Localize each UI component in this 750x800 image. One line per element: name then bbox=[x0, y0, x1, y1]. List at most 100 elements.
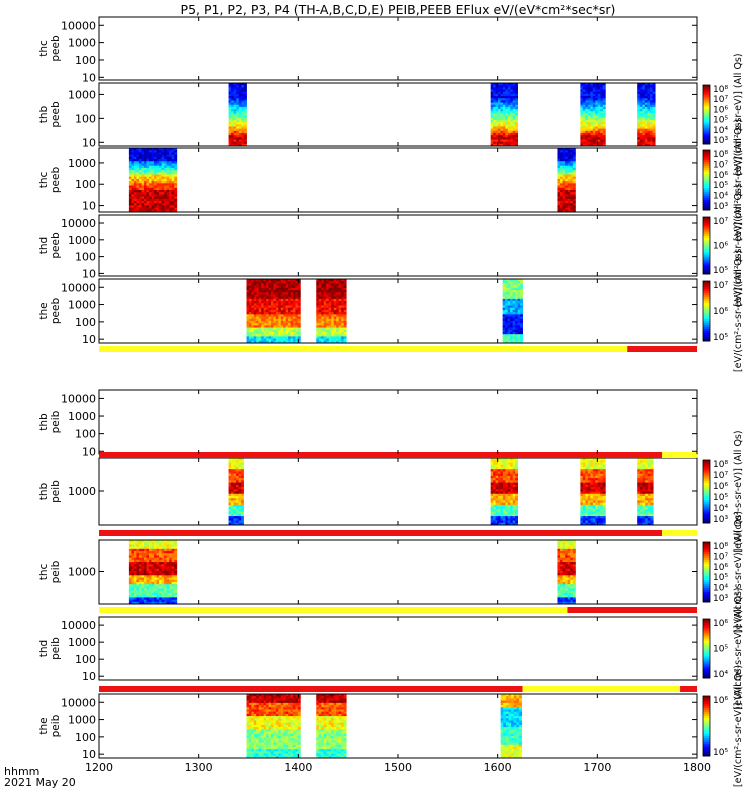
spectrogram-cell bbox=[171, 205, 175, 208]
spectrogram-cell bbox=[637, 117, 641, 121]
spectrogram-cell bbox=[141, 546, 145, 550]
spectrogram-cell bbox=[161, 599, 165, 603]
spectrogram-cell bbox=[273, 292, 277, 295]
spectrogram-cell bbox=[149, 207, 152, 211]
spectrogram-cell bbox=[149, 584, 152, 587]
spectrogram-cell bbox=[517, 334, 521, 337]
spectrogram-cell bbox=[505, 292, 509, 295]
spectrogram-cell bbox=[270, 316, 274, 320]
spectrogram-cell bbox=[246, 283, 250, 287]
spectrogram-cell bbox=[146, 566, 150, 570]
spectrogram-cell bbox=[128, 159, 132, 162]
spectrogram-cell bbox=[597, 513, 601, 517]
spectrogram-cell bbox=[507, 122, 511, 125]
spectrogram-cell bbox=[557, 597, 561, 600]
spectrogram-cell bbox=[580, 522, 584, 526]
spectrogram-cell bbox=[507, 475, 511, 479]
spectrogram-cell bbox=[151, 194, 155, 197]
spectrogram-cell bbox=[321, 336, 325, 339]
y-tick-label: 10 bbox=[82, 333, 96, 346]
spectrogram-cell bbox=[592, 113, 596, 116]
spectrogram-cell bbox=[493, 460, 496, 463]
spectrogram-cell bbox=[602, 143, 606, 147]
spectrogram-cell bbox=[650, 128, 653, 132]
spectrogram-cell bbox=[253, 279, 257, 282]
spectrogram-cell bbox=[637, 478, 641, 481]
spectrogram-cell bbox=[149, 557, 152, 561]
spectrogram-cell bbox=[156, 194, 160, 197]
spectrogram-cell bbox=[507, 104, 511, 108]
spectrogram-cell bbox=[295, 285, 299, 289]
spectrogram-cell bbox=[650, 518, 654, 521]
spectrogram-cell bbox=[154, 176, 157, 180]
colorbar-tick-label: 10⁸ bbox=[713, 460, 728, 470]
spectrogram-cell bbox=[228, 504, 232, 508]
spectrogram-cell bbox=[159, 542, 163, 545]
spectrogram-cell bbox=[273, 334, 277, 337]
spectrogram-cell bbox=[251, 318, 255, 322]
spectrogram-cell bbox=[517, 281, 521, 284]
spectrogram-cell bbox=[512, 516, 516, 519]
spectrogram-cell bbox=[288, 283, 291, 287]
spectrogram-cell bbox=[333, 285, 337, 289]
spectrogram-cell bbox=[159, 156, 163, 160]
spectrogram-cell bbox=[570, 156, 574, 160]
spectrogram-cell bbox=[502, 325, 506, 328]
spectrogram-cell bbox=[600, 132, 604, 136]
spectrogram-cell bbox=[602, 471, 606, 475]
spectrogram-cell bbox=[597, 482, 601, 486]
spectrogram-cell bbox=[128, 176, 132, 180]
spectrogram-cell bbox=[233, 89, 237, 93]
spectrogram-cell bbox=[256, 314, 260, 317]
spectrogram-cell bbox=[565, 176, 569, 180]
spectrogram-cell bbox=[270, 303, 274, 306]
spectrogram-cell bbox=[159, 546, 163, 550]
spectrogram-cell bbox=[585, 520, 589, 524]
spectrogram-cell bbox=[144, 564, 147, 567]
spectrogram-cell bbox=[169, 159, 173, 162]
spectrogram-cell bbox=[278, 281, 282, 284]
spectrogram-cell bbox=[283, 301, 287, 304]
spectrogram-cell bbox=[231, 458, 234, 461]
spectrogram-cell bbox=[498, 478, 501, 481]
spectrogram-cell bbox=[560, 584, 563, 587]
spectrogram-cell bbox=[500, 96, 504, 99]
spectrogram-cell bbox=[510, 312, 514, 315]
spectrogram-cell bbox=[326, 305, 330, 309]
spectrogram-cell bbox=[637, 462, 641, 466]
spectrogram-cell bbox=[146, 601, 150, 605]
spectrogram-cell bbox=[597, 471, 601, 475]
spectrogram-cell bbox=[231, 471, 234, 475]
spectrogram-cell bbox=[231, 520, 234, 524]
spectrogram-cell bbox=[493, 104, 496, 108]
spectrogram-cell bbox=[138, 555, 142, 559]
spectrogram-cell bbox=[228, 126, 232, 130]
spectrogram-cell bbox=[637, 464, 641, 468]
spectrogram-cell bbox=[151, 183, 155, 186]
spectrogram-cell bbox=[248, 283, 252, 287]
spectrogram-cell bbox=[585, 484, 589, 488]
spectrogram-cell bbox=[647, 87, 651, 90]
spectrogram-cell bbox=[166, 564, 170, 567]
spectrogram-cell bbox=[587, 504, 591, 508]
colorbar-tick-label: 10⁷ bbox=[713, 95, 728, 105]
spectrogram-cell bbox=[283, 296, 287, 300]
spectrogram-cell bbox=[316, 305, 320, 309]
spectrogram-cell bbox=[592, 87, 596, 90]
spectrogram-cell bbox=[495, 487, 499, 490]
spectrogram-cell bbox=[228, 85, 232, 88]
spectrogram-cell bbox=[292, 283, 296, 287]
spectrogram-cell bbox=[268, 292, 272, 295]
spectrogram-cell bbox=[128, 573, 132, 576]
colorbar-swatch bbox=[703, 200, 710, 203]
spectrogram-cell bbox=[582, 93, 586, 97]
spectrogram-cell bbox=[570, 570, 574, 574]
spectrogram-cell bbox=[498, 124, 501, 127]
spectrogram-cell bbox=[585, 511, 589, 515]
spectrogram-cell bbox=[278, 340, 282, 344]
spectrogram-cell bbox=[333, 283, 337, 287]
spectrogram-cell bbox=[580, 513, 584, 517]
spectrogram-cell bbox=[592, 130, 596, 134]
spectrogram-cell bbox=[131, 599, 135, 603]
colorbar-swatch bbox=[703, 186, 710, 189]
